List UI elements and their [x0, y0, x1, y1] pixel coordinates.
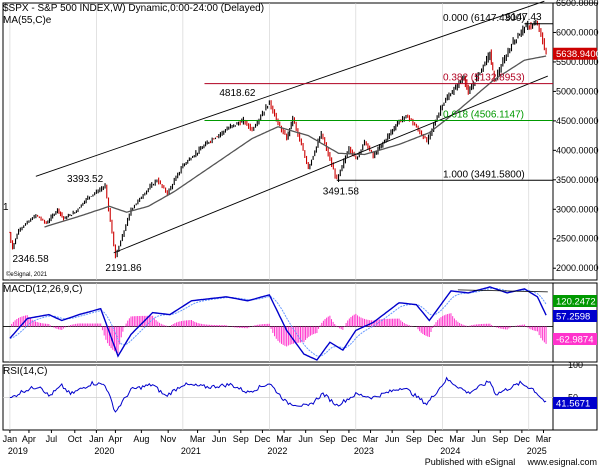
rsi-value-text: 41.5671 — [556, 398, 590, 409]
ma55-line — [44, 55, 547, 228]
x-year-label: 2023 — [354, 446, 374, 456]
x-year-label: 2019 — [8, 446, 28, 456]
macd-panel — [2, 282, 598, 363]
chart-title: $SPX - S&P 500 INDEX,W) Dynamic,0:00-24:… — [3, 3, 264, 14]
footer-published: Published with eSignal — [425, 457, 516, 467]
y-tick-label: 3500.0000 — [556, 175, 599, 185]
x-tick-label: Mar — [190, 434, 206, 444]
x-tick-label: Jun — [385, 434, 400, 444]
left-edge-label: 1 — [3, 202, 9, 213]
macd-value-text: -62.9874 — [556, 335, 594, 346]
macd-title: MACD(12,26,9,C) — [3, 284, 82, 295]
x-tick-label: Sep — [233, 434, 249, 444]
x-tick-label: Dec — [514, 434, 531, 444]
x-tick-label: Aug — [133, 434, 149, 444]
y-tick-label: 2000.0000 — [556, 263, 599, 273]
ma-label: MA(55,C)e — [3, 15, 52, 26]
channel-line — [113, 75, 548, 254]
fib-level-label: 0.382 (5132.8953) — [443, 73, 525, 84]
x-tick-label: Jul — [46, 434, 58, 444]
y-tick-label: 5500.0000 — [556, 57, 599, 67]
y-tick-label: 6000.0000 — [556, 27, 599, 37]
macd-value-tag — [553, 310, 597, 322]
x-tick-label: Jun — [212, 434, 227, 444]
x-tick-label: Mar — [449, 434, 465, 444]
fib-level-label: 1.000 (3491.5800) — [443, 169, 525, 180]
x-year-label: 2022 — [267, 446, 287, 456]
x-tick-label: Mar — [363, 434, 379, 444]
last-price-value: 5638.9400 — [556, 49, 600, 60]
main-panel — [2, 2, 598, 281]
macd-value-text: 120.2472 — [556, 297, 596, 308]
fib-level-label: 0.000 (6147.4300) — [443, 13, 525, 24]
x-tick-label: Sep — [406, 434, 422, 444]
x-tick-label: Sep — [319, 434, 335, 444]
price-annotation: 2346.58 — [13, 254, 50, 265]
x-tick-label: Dec — [341, 434, 358, 444]
y-tick-label: 4000.0000 — [556, 145, 599, 155]
footer-url: www.esignal.com — [526, 457, 597, 467]
price-annotation: 3393.52 — [67, 174, 104, 185]
x-tick-label: Jun — [298, 434, 313, 444]
x-tick-label: Jun — [471, 434, 486, 444]
macd-value-text: 57.2598 — [556, 312, 590, 323]
last-price-tag — [553, 47, 597, 60]
x-tick-label: Apr — [22, 434, 36, 444]
x-tick-label: Oct — [68, 434, 83, 444]
macd-trend-line — [457, 289, 548, 293]
x-tick-label: Mar — [276, 434, 292, 444]
rsi-y-tick-label: 100 — [568, 360, 583, 370]
price-annotation: 3491.58 — [323, 186, 360, 197]
x-year-label: 2025 — [527, 446, 547, 456]
price-annotation: 2191.86 — [105, 263, 142, 274]
x-tick-label: Dec — [254, 434, 271, 444]
rsi-value-tag — [553, 396, 597, 409]
macd-line — [9, 286, 547, 361]
y-tick-label: 2500.0000 — [556, 234, 599, 244]
channel-line — [35, 0, 545, 177]
y-tick-label: 5000.0000 — [556, 86, 599, 96]
fib-level-label: 0.618 (4506.1147) — [443, 110, 524, 121]
y-tick-label: 3000.0000 — [556, 204, 599, 214]
x-tick-label: Mar — [536, 434, 552, 444]
macd-signal-line — [9, 287, 547, 357]
x-year-label: 2024 — [440, 446, 460, 456]
y-tick-label: 4500.0000 — [556, 116, 599, 126]
macd-value-tag — [553, 333, 597, 345]
copyright-note: ©eSignal, 2021 — [6, 271, 48, 278]
x-tick-label: Sep — [492, 434, 508, 444]
rsi-line — [9, 376, 547, 413]
x-tick-label: Nov — [160, 434, 177, 444]
x-tick-label: Dec — [427, 434, 444, 444]
x-tick-label: Jan — [3, 434, 18, 444]
price-annotation: 4818.62 — [219, 88, 256, 99]
x-tick-label: Apr — [108, 434, 122, 444]
y-tick-label: 6500.0000 — [556, 0, 599, 8]
x-year-label: 2020 — [94, 446, 114, 456]
price-annotation: 6147.43 — [505, 12, 542, 23]
x-tick-label: Jan — [89, 434, 104, 444]
macd-value-tag — [553, 295, 597, 307]
x-year-label: 2021 — [181, 446, 201, 456]
rsi-title: RSI(14,C) — [3, 366, 47, 377]
